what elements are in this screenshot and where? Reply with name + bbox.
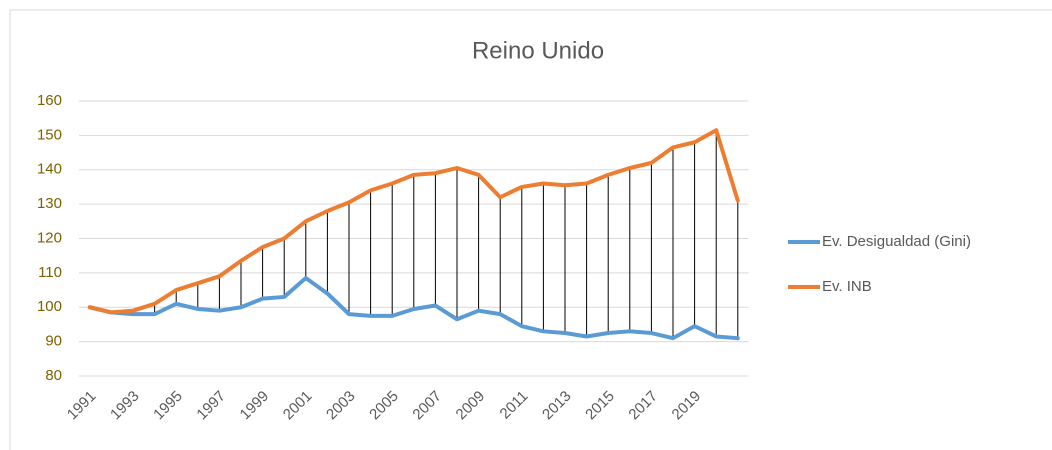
x-tick-label: 2003 <box>323 388 359 424</box>
x-tick-label: 1993 <box>107 388 143 424</box>
x-tick-label: 2001 <box>280 388 316 424</box>
x-tick-label: 2011 <box>497 388 532 423</box>
legend-label: Ev. Desigualdad (Gini) <box>822 233 971 250</box>
chart-frame <box>9 9 1052 450</box>
x-tick-label: 2015 <box>582 388 618 424</box>
series-line <box>87 276 740 341</box>
y-tick-label: 120 <box>37 229 62 246</box>
y-tick-label: 110 <box>38 264 62 281</box>
y-tick-label: 140 <box>37 161 62 178</box>
y-tick-label: 130 <box>37 195 62 212</box>
x-tick-label: 2017 <box>625 388 661 424</box>
y-tick-label: 150 <box>37 126 62 143</box>
x-tick-label: 1995 <box>150 388 186 424</box>
x-tick-label: 2005 <box>366 388 402 424</box>
y-tick-label: 160 <box>37 92 62 109</box>
x-tick-label: 1991 <box>64 388 100 424</box>
chart-title: Reino Unido <box>472 37 604 64</box>
x-tick-label: 2019 <box>669 388 705 424</box>
x-tick-label: 2007 <box>409 388 445 424</box>
x-tick-label: 1997 <box>193 388 229 424</box>
legend-label: Ev. INB <box>822 278 872 295</box>
y-tick-label: 90 <box>45 333 62 350</box>
x-tick-label: 1999 <box>237 388 273 424</box>
y-tick-label: 80 <box>45 367 62 384</box>
series-line <box>87 128 740 315</box>
x-tick-label: 2013 <box>539 388 575 424</box>
x-tick-label: 2009 <box>453 388 489 424</box>
y-tick-label: 100 <box>37 298 62 315</box>
